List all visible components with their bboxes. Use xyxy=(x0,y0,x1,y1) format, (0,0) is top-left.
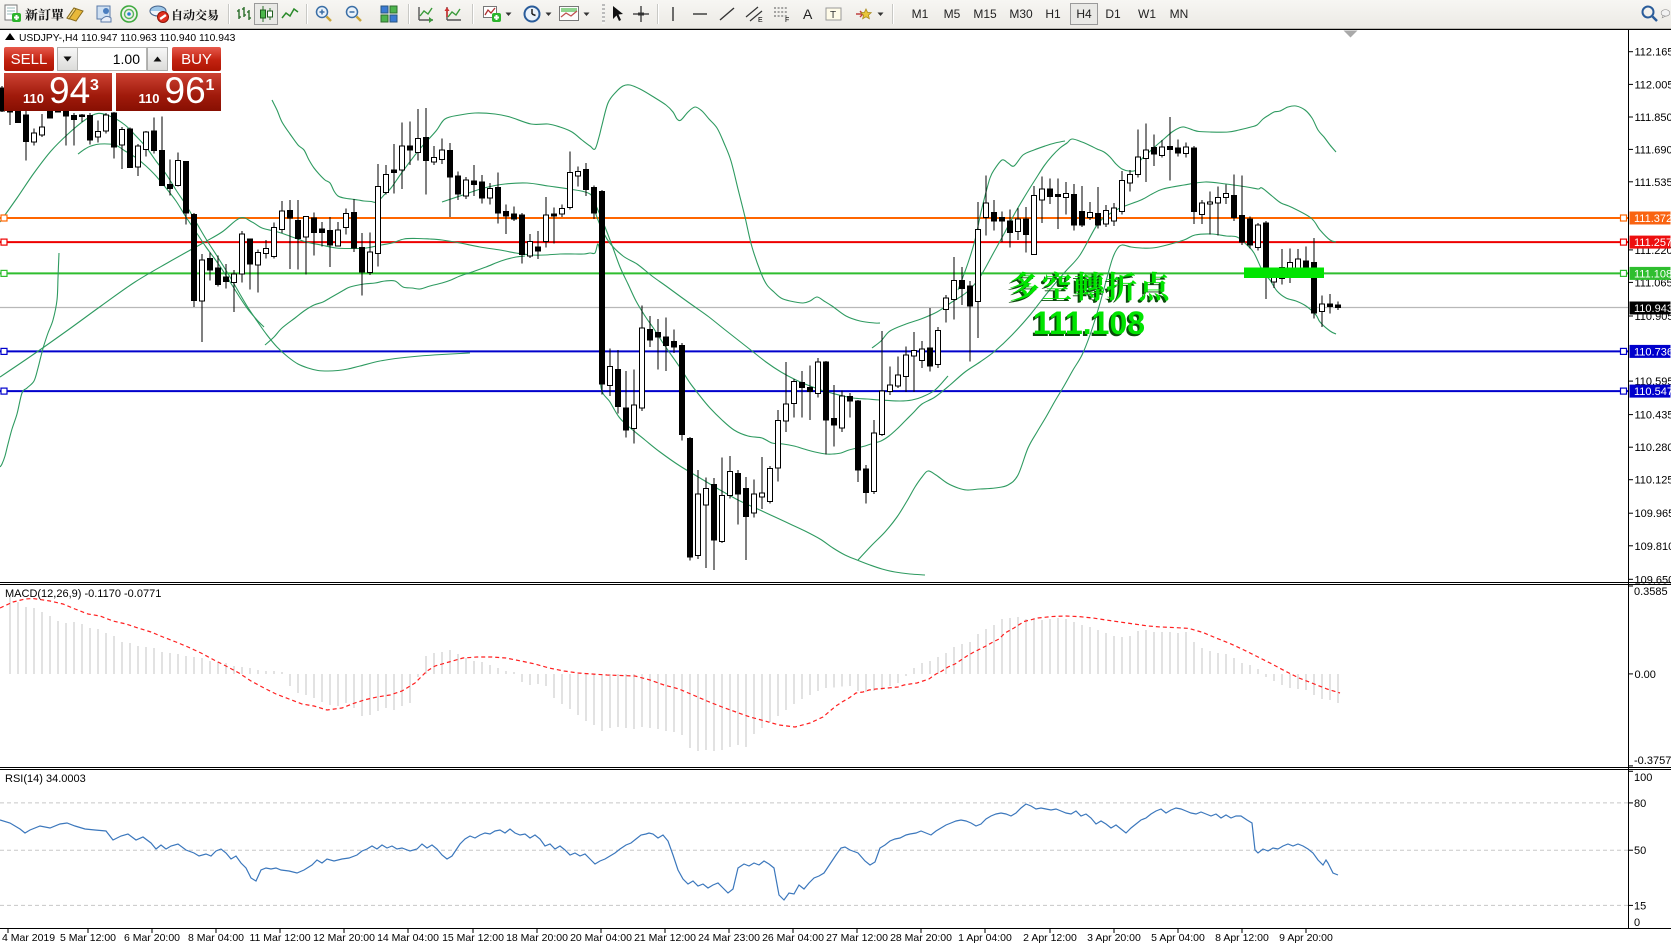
svg-text:20 Mar 04:00: 20 Mar 04:00 xyxy=(570,932,632,944)
svg-text:100: 100 xyxy=(1634,772,1652,784)
svg-text:18 Mar 20:00: 18 Mar 20:00 xyxy=(506,932,568,944)
svg-text:5 Apr 04:00: 5 Apr 04:00 xyxy=(1151,932,1205,944)
svg-text:110.547: 110.547 xyxy=(1634,386,1671,398)
svg-text:RSI(14) 34.0003: RSI(14) 34.0003 xyxy=(5,773,86,785)
svg-text:109.810: 109.810 xyxy=(1635,541,1671,553)
svg-text:80: 80 xyxy=(1634,798,1646,810)
svg-text:0: 0 xyxy=(1634,917,1640,929)
svg-text:E: E xyxy=(758,17,763,23)
svg-text:111.257: 111.257 xyxy=(1634,237,1671,249)
svg-text:110.435: 110.435 xyxy=(1635,410,1671,422)
svg-text:MACD(12,26,9) -0.1170 -0.0771: MACD(12,26,9) -0.1170 -0.0771 xyxy=(5,588,161,600)
svg-text:110.280: 110.280 xyxy=(1635,442,1671,454)
svg-text:4 Mar 2019: 4 Mar 2019 xyxy=(2,932,55,944)
svg-text:27 Mar 12:00: 27 Mar 12:00 xyxy=(826,932,888,944)
svg-text:A: A xyxy=(803,6,813,22)
svg-text:5 Mar 12:00: 5 Mar 12:00 xyxy=(60,932,116,944)
svg-text:111.690: 111.690 xyxy=(1635,144,1671,156)
svg-text:-0.3757: -0.3757 xyxy=(1634,755,1671,767)
svg-text:6 Mar 20:00: 6 Mar 20:00 xyxy=(124,932,180,944)
svg-text:15 Mar 12:00: 15 Mar 12:00 xyxy=(442,932,504,944)
svg-text:110.736: 110.736 xyxy=(1634,346,1671,358)
svg-text:111.108: 111.108 xyxy=(1634,268,1671,280)
svg-text:8 Mar 04:00: 8 Mar 04:00 xyxy=(188,932,244,944)
svg-text:112.165: 112.165 xyxy=(1635,47,1671,59)
svg-text:110.943: 110.943 xyxy=(1634,303,1671,315)
svg-text:28 Mar 20:00: 28 Mar 20:00 xyxy=(890,932,952,944)
svg-text:110.125: 110.125 xyxy=(1635,475,1671,487)
svg-text:3 Apr 20:00: 3 Apr 20:00 xyxy=(1087,932,1141,944)
svg-text:14 Mar 04:00: 14 Mar 04:00 xyxy=(377,932,439,944)
svg-text:21 Mar 12:00: 21 Mar 12:00 xyxy=(634,932,696,944)
svg-text:111.850: 111.850 xyxy=(1635,112,1671,124)
svg-text:111.372: 111.372 xyxy=(1634,213,1671,225)
svg-text:109.650: 109.650 xyxy=(1635,574,1671,586)
svg-text:T: T xyxy=(830,10,836,21)
svg-text:8 Apr 12:00: 8 Apr 12:00 xyxy=(1215,932,1269,944)
svg-text:50: 50 xyxy=(1634,845,1646,857)
svg-text:111.065: 111.065 xyxy=(1635,277,1671,289)
svg-text:9 Apr 20:00: 9 Apr 20:00 xyxy=(1279,932,1333,944)
svg-text:0.3585: 0.3585 xyxy=(1634,586,1668,598)
svg-text:11 Mar 12:00: 11 Mar 12:00 xyxy=(249,932,310,944)
svg-text:0.00: 0.00 xyxy=(1635,669,1656,681)
svg-text:24 Mar 23:00: 24 Mar 23:00 xyxy=(698,932,760,944)
svg-text:15: 15 xyxy=(1634,900,1646,912)
svg-text:2 Apr 12:00: 2 Apr 12:00 xyxy=(1023,932,1077,944)
svg-text:F: F xyxy=(785,17,789,23)
svg-text:26 Mar 04:00: 26 Mar 04:00 xyxy=(762,932,824,944)
svg-text:109.965: 109.965 xyxy=(1635,508,1671,520)
svg-text:USDJPY-,H4 110.947 110.963 11: USDJPY-,H4 110.947 110.963 110.940 110.9… xyxy=(19,33,236,44)
svg-text:111.535: 111.535 xyxy=(1635,177,1671,189)
svg-text:112.005: 112.005 xyxy=(1635,79,1671,91)
svg-text:1 Apr 04:00: 1 Apr 04:00 xyxy=(958,932,1012,944)
svg-text:12 Mar 20:00: 12 Mar 20:00 xyxy=(313,932,375,944)
